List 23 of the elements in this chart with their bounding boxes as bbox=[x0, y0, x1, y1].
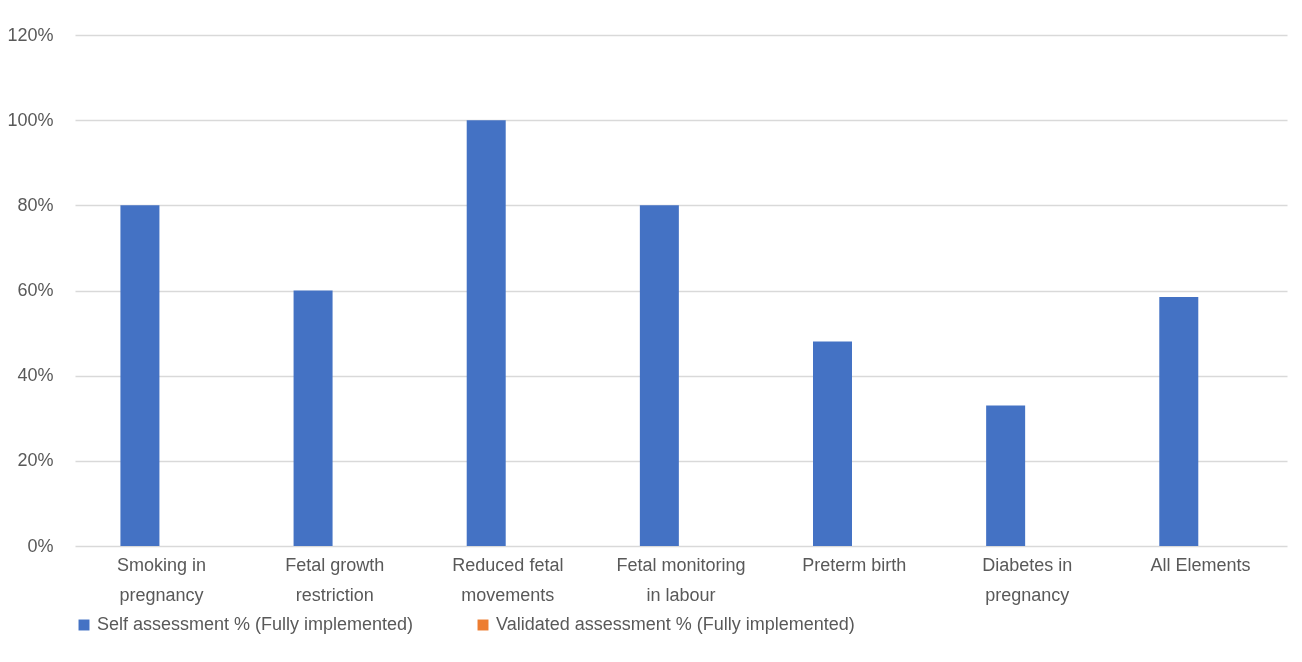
x-tick-label: Fetal monitoring in labour bbox=[616, 554, 746, 605]
bar bbox=[293, 290, 333, 546]
legend-label: Validated assessment % (Fully implemented) bbox=[496, 614, 855, 634]
y-tick-label: 80% bbox=[17, 194, 54, 215]
x-tick-label: Smoking in pregnancy bbox=[117, 554, 207, 605]
x-tick-label: Diabetes in pregnancy bbox=[982, 554, 1073, 605]
y-tick-label: 100% bbox=[7, 109, 54, 130]
bar bbox=[639, 205, 679, 546]
x-tick-label: Fetal growth restriction bbox=[285, 554, 385, 605]
bar bbox=[1159, 296, 1199, 546]
y-tick-label: 60% bbox=[17, 280, 54, 300]
x-tick-label: Preterm birth bbox=[802, 554, 907, 575]
y-tick-label: 40% bbox=[17, 365, 54, 386]
bar bbox=[813, 341, 852, 546]
x-tick-label: Reduced fetal movements bbox=[452, 554, 564, 605]
x-tick-label: All Elements bbox=[1150, 554, 1251, 575]
legend-label: Self assessment % (Fully implemented) bbox=[97, 614, 414, 634]
bar bbox=[986, 405, 1026, 546]
y-tick-label: 20% bbox=[17, 450, 54, 471]
y-tick-label: 120% bbox=[7, 24, 54, 45]
bar bbox=[120, 205, 160, 546]
y-tick-label: 0% bbox=[27, 535, 54, 556]
bar bbox=[466, 120, 506, 546]
